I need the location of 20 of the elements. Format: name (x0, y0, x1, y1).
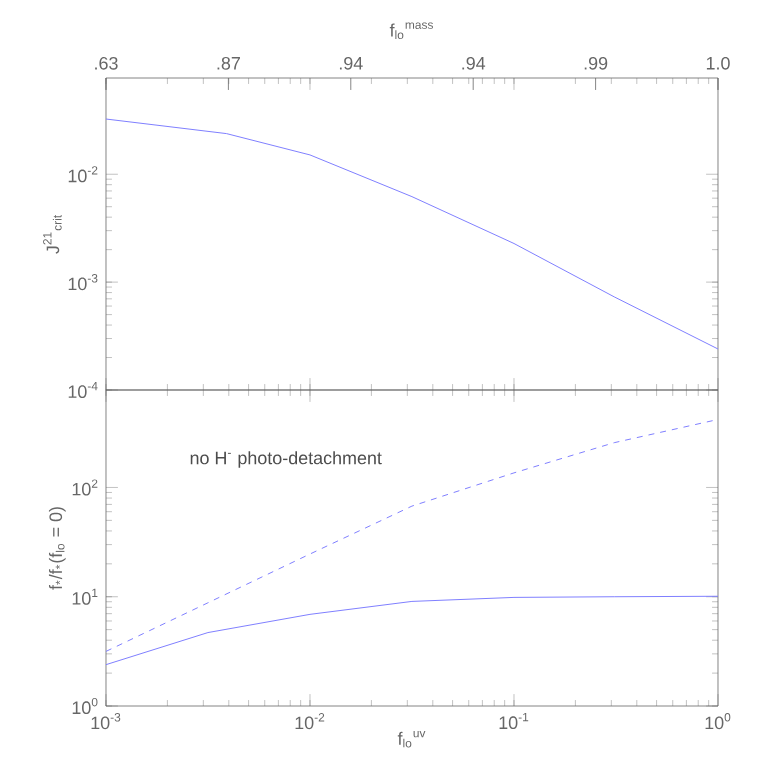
y-tick-label: 10$^{-3}$ (68, 274, 98, 291)
y-tick-label: 10$^{0}$ (72, 697, 98, 715)
text: .63 (95, 56, 118, 70)
x-tick-label: 10$^{-3}$ (91, 713, 121, 730)
y-tick-label: 10$^{2}$ (72, 479, 98, 496)
line-series (105, 418, 719, 652)
y-tick-label: 10$^{-4}$ (68, 382, 98, 399)
line-series (105, 595, 719, 666)
annotation: no H$^{-}$ photo-detachment (190, 451, 382, 468)
text: .87 (217, 56, 240, 70)
y-tick-label: 10$^{1}$ (72, 588, 98, 605)
y-tick-label: 10$^{-2}$ (68, 166, 98, 183)
y-axis-title: f$_{*}$/f$_{*}$(f$_{lo}$ = 0) (48, 507, 66, 590)
text: .94 (339, 56, 363, 70)
x-tick-label: 10$^{-2}$ (295, 713, 325, 730)
text: .99 (584, 56, 608, 70)
text: 1.0 (706, 56, 730, 70)
text: .94 (462, 56, 486, 70)
x-tick-label: 10$^{0}$ (705, 713, 731, 730)
x-tick-label: 10$^{-1}$ (499, 713, 529, 730)
